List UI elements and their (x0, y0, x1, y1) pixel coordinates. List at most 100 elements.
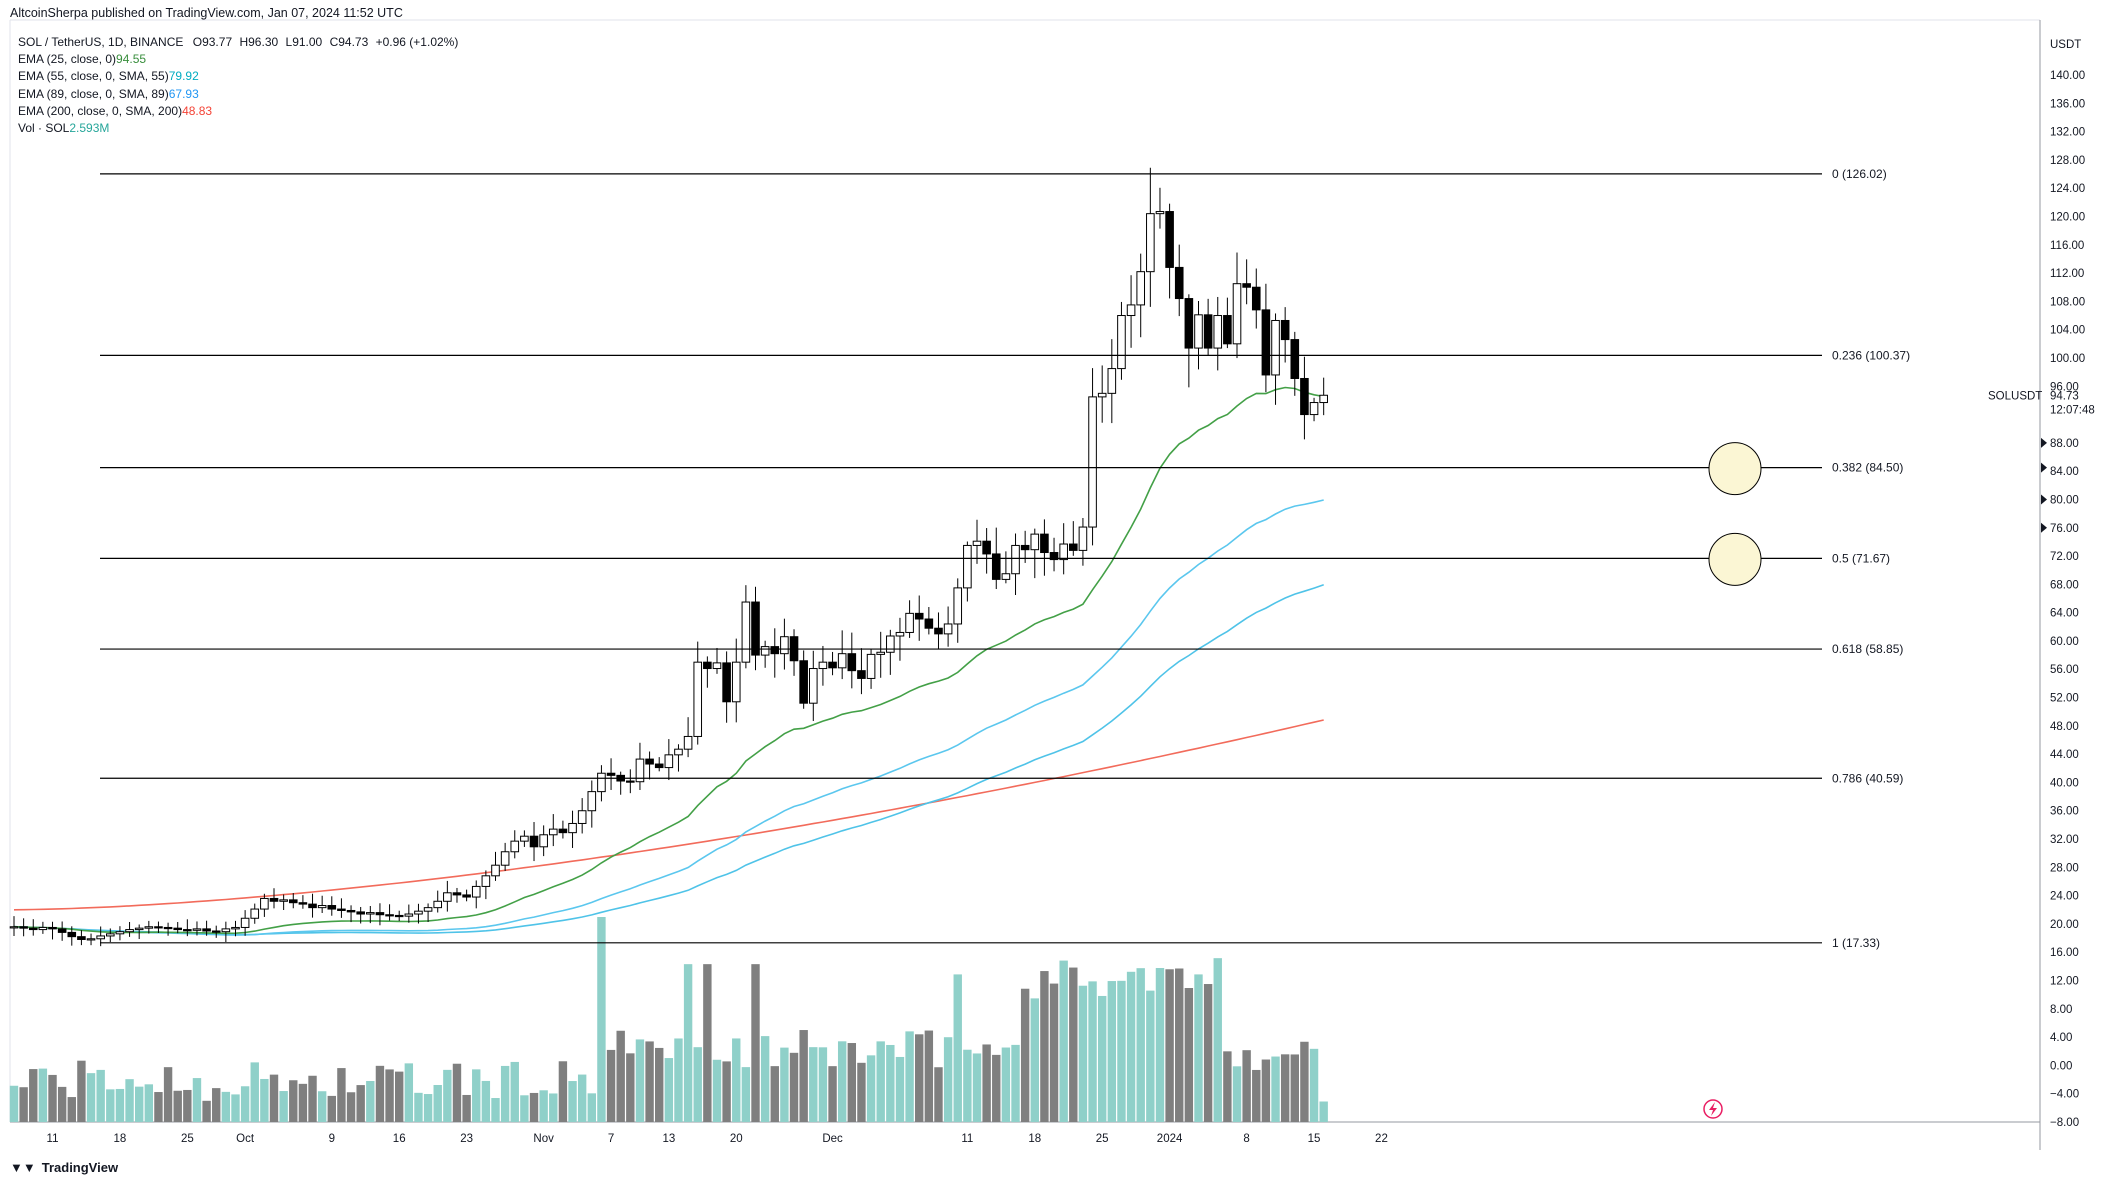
legend-indicator-row[interactable]: EMA (55, close, 0, SMA, 55)79.92 (18, 68, 458, 85)
volume-bar (1136, 968, 1145, 1122)
candle-body (154, 926, 163, 929)
candle-body (866, 653, 876, 679)
price-tick-label: 16.00 (2050, 947, 2079, 959)
target-circle (1708, 442, 1762, 496)
candle-body (28, 927, 38, 931)
ticker-label: SOLUSDT (1988, 390, 2042, 402)
candle-body (597, 772, 606, 793)
ema25-line (13, 386, 1324, 935)
fib-level-label: 1 (17.33) (1832, 936, 1880, 950)
tradingview-logo[interactable]: ▼▼ TradingView (10, 1160, 118, 1175)
candle-body (260, 897, 269, 910)
volume-bar (1126, 971, 1136, 1122)
candle-body (452, 892, 462, 896)
volume-bar (577, 1074, 587, 1122)
price-tick-label: 28.00 (2050, 862, 2079, 874)
volume-bar (529, 1092, 539, 1122)
volume-bar (847, 1043, 857, 1122)
chart-legend: SOL / TetherUS, 1D, BINANCE O93.77 H96.3… (18, 34, 458, 137)
volume-bar (1194, 974, 1203, 1122)
price-tick-label: 108.00 (2050, 296, 2085, 308)
price-tick-label: 20.00 (2050, 919, 2079, 931)
fib-level-label: 0.618 (58.85) (1832, 642, 1903, 656)
volume-bar (1319, 1101, 1328, 1122)
candle-body (683, 735, 693, 750)
price-tick-label: 24.00 (2050, 891, 2079, 903)
volume-bar (751, 964, 760, 1122)
volume-bar (279, 1091, 288, 1122)
volume-bar (1088, 981, 1097, 1122)
candle-body (481, 875, 491, 887)
candle-body (558, 828, 568, 834)
price-tick-label: 36.00 (2050, 806, 2079, 818)
symbol-label[interactable]: SOL / TetherUS, 1D, BINANCE (18, 35, 184, 49)
candle-body (183, 929, 192, 932)
candle-body (818, 661, 828, 670)
volume-bar (192, 1078, 202, 1122)
volume-bar (1290, 1054, 1299, 1122)
legend-indicators: EMA (25, close, 0)94.55 EMA (55, close, 0… (18, 51, 458, 137)
candle-body (125, 929, 134, 933)
volume-bar (375, 1065, 385, 1122)
candle-body (433, 900, 443, 909)
candle-body (1088, 396, 1097, 528)
volume-bar (809, 1047, 818, 1122)
candle-body (1232, 283, 1242, 345)
indicator-value: 79.92 (168, 69, 199, 84)
legend-indicator-row[interactable]: EMA (200, close, 0, SMA, 200)48.83 (18, 103, 458, 120)
candle-body (539, 834, 548, 848)
candle-body (548, 828, 558, 836)
price-tick-label: 124.00 (2050, 183, 2085, 195)
candle-body (240, 917, 250, 928)
volume-bar (857, 1062, 866, 1122)
price-arrow-icon (2041, 522, 2047, 533)
volume-bar (183, 1089, 192, 1122)
candle-body (48, 926, 57, 930)
candle-body (86, 938, 96, 941)
legend-indicator-row[interactable]: EMA (25, close, 0)94.55 (18, 51, 458, 68)
volume-bar (308, 1075, 317, 1122)
volume-bar (173, 1090, 182, 1122)
price-tick-label: 116.00 (2050, 240, 2084, 252)
volume-bar (125, 1079, 134, 1122)
volume-bar (1213, 958, 1222, 1122)
price-tick-label: 32.00 (2050, 834, 2079, 846)
volume-bar (385, 1069, 394, 1122)
price-tick-label: 132.00 (2050, 127, 2085, 139)
time-tick-label: 7 (608, 1133, 614, 1145)
volume-bar (1097, 995, 1107, 1122)
volume-bar (597, 917, 606, 1122)
price-tick-label: 120.00 (2050, 211, 2085, 223)
volume-bar (1040, 971, 1049, 1122)
time-tick-label: 18 (1028, 1133, 1041, 1145)
volume-bar (664, 1058, 674, 1122)
currency-label: USDT (2050, 39, 2081, 51)
volume-bar (1252, 1069, 1261, 1122)
volume-bar (1069, 967, 1078, 1122)
brand-label: TradingView (41, 1160, 119, 1175)
time-tick-label: 13 (662, 1133, 675, 1145)
volume-bar (558, 1061, 568, 1122)
candle-body (1020, 544, 1030, 551)
volume-bar (491, 1098, 500, 1122)
price-tick-label: 64.00 (2050, 608, 2079, 620)
price-tick-label: 88.00 (2050, 438, 2079, 450)
candle-body (414, 910, 423, 915)
legend-indicator-row[interactable]: EMA (89, close, 0, SMA, 89)67.93 (18, 86, 458, 103)
volume-bar (606, 1049, 616, 1122)
candle-body (192, 928, 202, 931)
candle-body (375, 912, 385, 916)
indicator-label: EMA (89, close, 0, SMA, 89) (18, 86, 169, 101)
legend-indicator-row[interactable]: Vol · SOL2.593M (18, 120, 458, 137)
fib-level-label: 0.5 (71.67) (1832, 551, 1890, 565)
candle-body (905, 612, 914, 633)
volume-bar (134, 1086, 144, 1122)
price-tick-label: 12.00 (2050, 976, 2079, 988)
volume-bar (86, 1073, 96, 1122)
candle-body (173, 927, 183, 931)
candle-body (1184, 298, 1194, 349)
candle-body (1117, 315, 1126, 370)
volume-bar (19, 1087, 28, 1122)
volume-bar (452, 1063, 462, 1122)
